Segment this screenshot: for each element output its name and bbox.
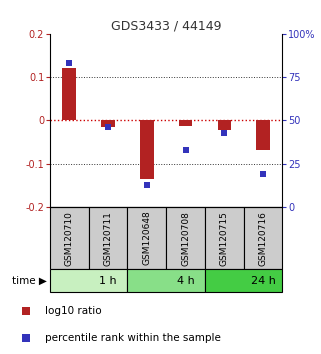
Text: GSM120710: GSM120710 xyxy=(65,211,74,266)
Text: percentile rank within the sample: percentile rank within the sample xyxy=(45,333,221,343)
Bar xyxy=(244,207,282,269)
Bar xyxy=(179,120,192,126)
Bar xyxy=(89,207,127,269)
Text: GSM120715: GSM120715 xyxy=(220,211,229,266)
Text: 24 h: 24 h xyxy=(251,275,275,286)
Bar xyxy=(62,68,76,120)
Bar xyxy=(140,120,153,179)
Bar xyxy=(101,120,115,127)
Text: GSM120716: GSM120716 xyxy=(259,211,268,266)
Bar xyxy=(127,207,166,269)
Text: 1 h: 1 h xyxy=(99,275,117,286)
Text: GSM120711: GSM120711 xyxy=(103,211,112,266)
Bar xyxy=(218,120,231,130)
Text: 4 h: 4 h xyxy=(177,275,195,286)
Bar xyxy=(166,207,205,269)
Text: GSM120708: GSM120708 xyxy=(181,211,190,266)
Bar xyxy=(205,207,244,269)
Text: time ▶: time ▶ xyxy=(12,275,47,286)
Bar xyxy=(205,269,282,292)
Title: GDS3433 / 44149: GDS3433 / 44149 xyxy=(111,19,221,33)
Bar xyxy=(50,269,127,292)
Text: log10 ratio: log10 ratio xyxy=(45,306,101,316)
Bar xyxy=(50,207,89,269)
Text: GSM120648: GSM120648 xyxy=(142,211,151,266)
Bar xyxy=(127,269,205,292)
Bar xyxy=(256,120,270,150)
